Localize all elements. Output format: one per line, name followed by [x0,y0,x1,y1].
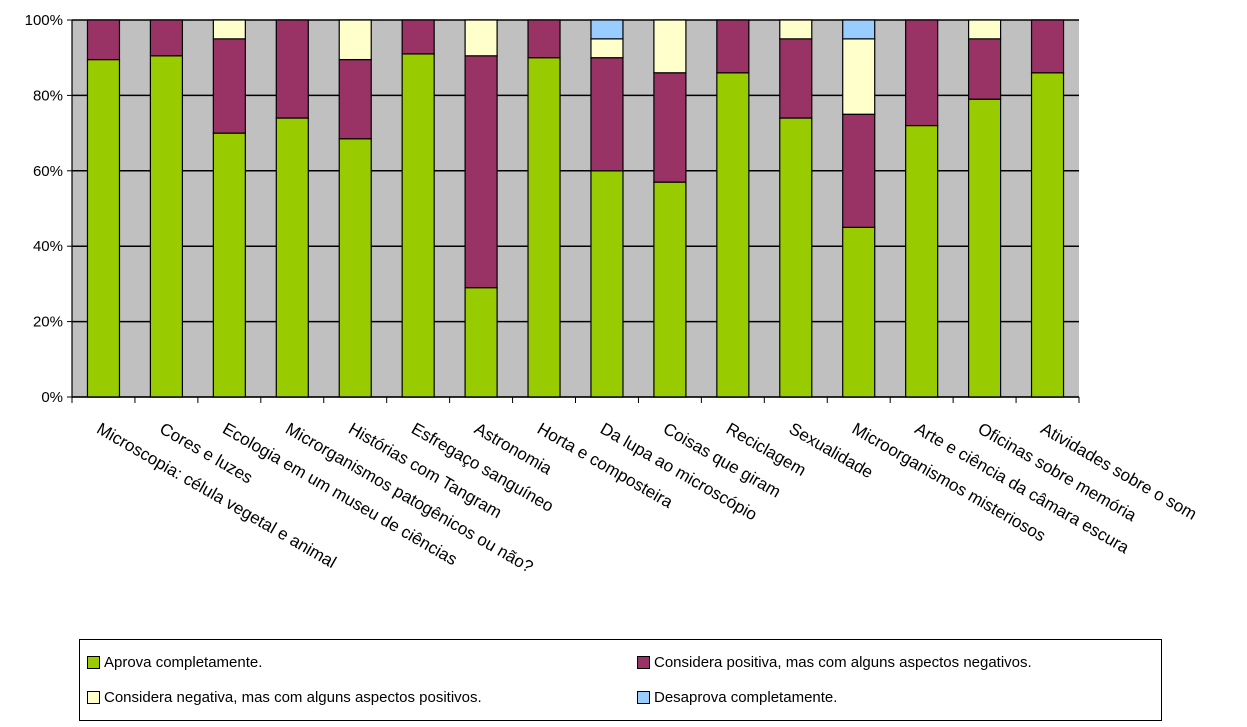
bar-segment [338,58,372,140]
bar-segment [842,19,876,40]
bar-segment [1030,72,1065,398]
legend-label-considera-negativa: Considera negativa, mas com alguns aspec… [104,689,482,706]
bar-segment [212,38,246,134]
y-tick-label: 20% [33,314,63,331]
bar-segment [86,19,121,61]
bar-segment [590,170,624,398]
bar-segment [338,138,372,398]
bar-segment [779,38,813,119]
y-tick-label: 100% [25,12,63,29]
bar-segment [527,19,561,59]
bar-segment [653,19,687,74]
legend-item-aprova: Aprova completamente. [87,654,262,671]
bar-segment [590,38,624,59]
bar-segment [842,38,876,115]
bar-segment [842,113,876,228]
bar-segment [653,72,687,183]
legend-label-desaprova: Desaprova completamente. [654,689,838,706]
legend-swatch-desaprova [637,691,650,704]
bar-segment [464,55,498,289]
bar-segment [967,38,1002,100]
bar-segment [653,181,687,398]
legend-item-considera-negativa: Considera negativa, mas com alguns aspec… [87,689,482,706]
bar-segment [212,132,246,398]
bar-segment [401,53,435,398]
bar-segment [842,226,876,398]
legend-label-aprova: Aprova completamente. [104,654,263,671]
bar-segment [779,117,813,398]
bar-segment [464,287,498,398]
bar-segment [716,72,750,398]
bar-segment [338,19,372,61]
chart-legend: Aprova completamente. Considera positiva… [79,639,1162,721]
bar-segment [905,19,939,127]
bar-segment [464,19,498,57]
bar-segment [779,19,813,40]
bar-segment [590,57,624,172]
legend-swatch-considera-negativa [87,691,100,704]
y-tick-label: 40% [33,238,63,255]
bar-segment [86,58,121,398]
legend-swatch-considera-positiva [637,656,650,669]
bar-segment [527,57,561,398]
bar-segment [149,55,184,398]
bar-segment [275,19,309,119]
y-tick-label: 60% [33,163,63,180]
bar-segment [905,124,939,398]
y-tick-label: 80% [33,87,63,104]
bar-segment [401,19,435,55]
bar-segment [212,19,246,40]
legend-swatch-aprova [87,656,100,669]
bar-segment [967,98,1002,398]
bar-segment [716,19,750,74]
bar-segment [967,19,1002,40]
legend-label-considera-positiva: Considera positiva, mas com alguns aspec… [654,654,1032,671]
bar-segment [275,117,309,398]
legend-item-desaprova: Desaprova completamente. [637,689,837,706]
y-tick-label: 0% [41,389,63,406]
bar-segment [590,19,624,40]
legend-item-considera-positiva: Considera positiva, mas com alguns aspec… [637,654,1032,671]
bar-segment [1030,19,1065,74]
bar-segment [149,19,184,57]
